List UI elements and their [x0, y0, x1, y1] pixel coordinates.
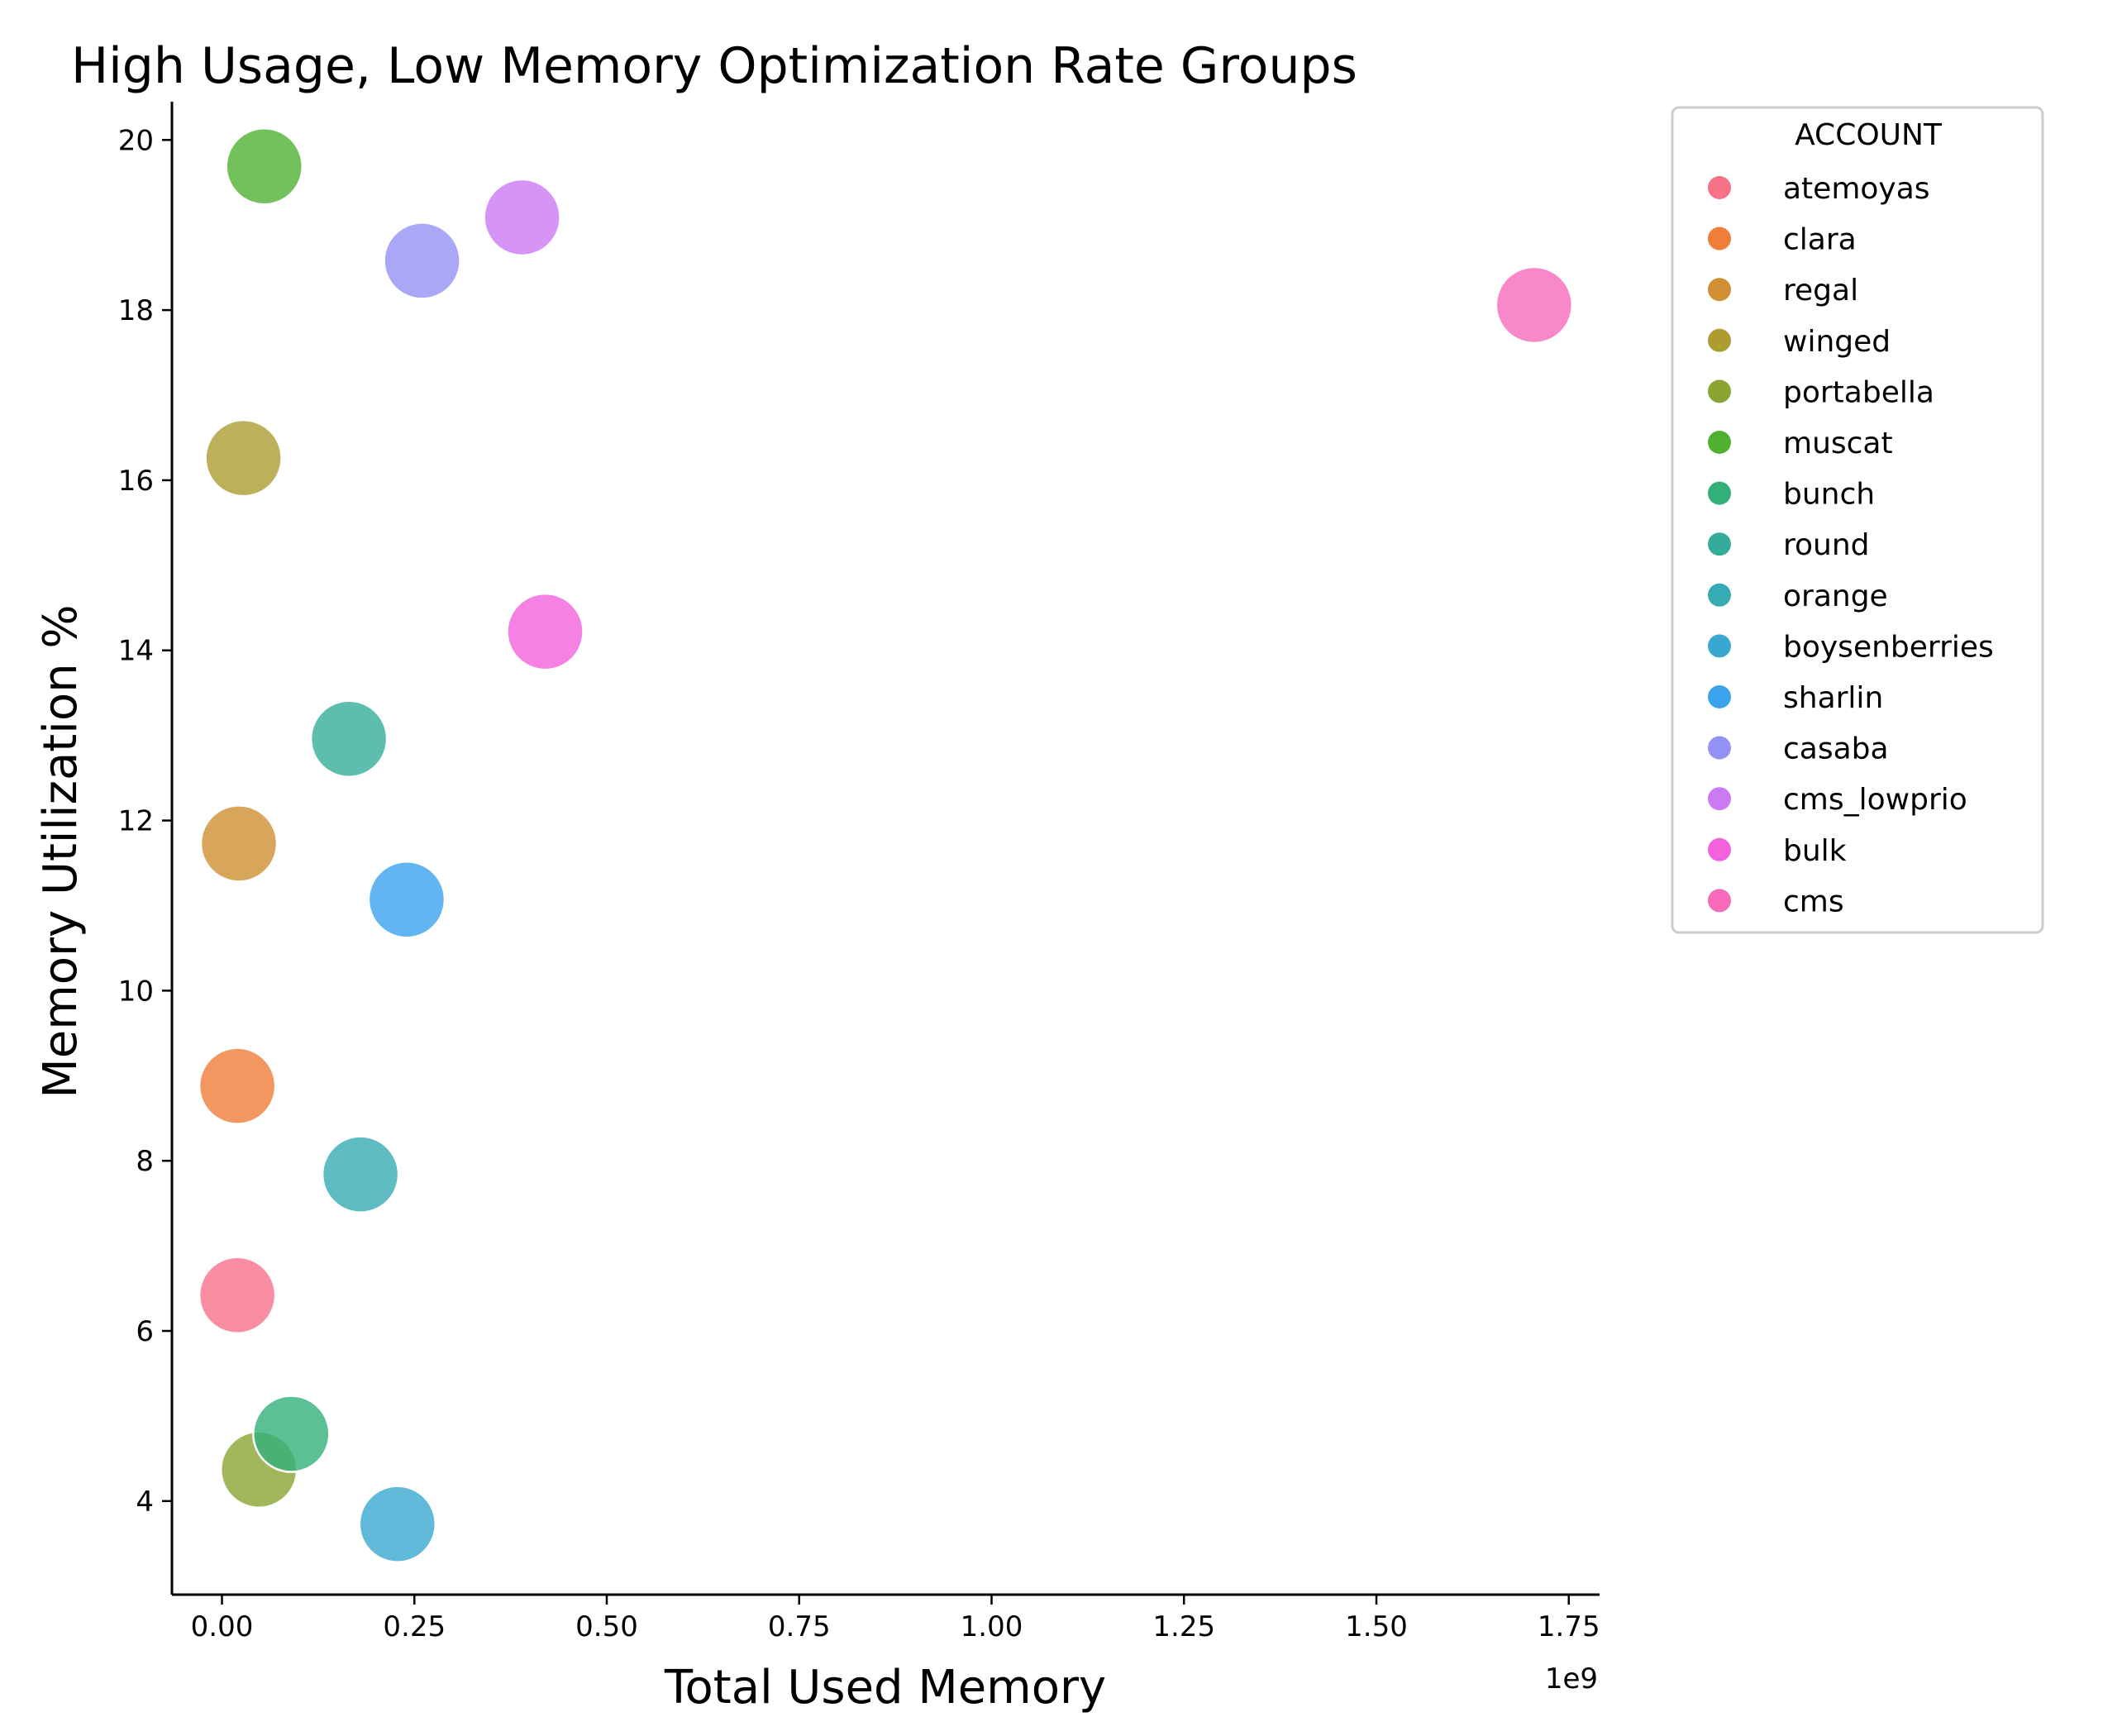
data-point-cms	[1495, 265, 1574, 345]
legend-label-muscat: muscat	[1783, 427, 1893, 460]
legend-marker-bunch	[1708, 481, 1731, 505]
x-tick-label: 0.25	[383, 1610, 446, 1643]
x-tick-label: 0.50	[575, 1610, 638, 1643]
legend-label-casaba: casaba	[1783, 732, 1889, 766]
legend-marker-cms_lowprio	[1708, 787, 1731, 811]
plot-area	[198, 126, 1574, 1563]
x-tick-label: 0.00	[191, 1610, 254, 1643]
legend-marker-atemoyas	[1708, 176, 1731, 199]
data-point-sharlin	[367, 861, 446, 939]
chart-title: High Usage, Low Memory Optimization Rate…	[71, 37, 1357, 95]
legend-label-orange: orange	[1783, 579, 1888, 613]
legend-marker-round	[1708, 532, 1731, 556]
legend-marker-cms	[1708, 889, 1731, 913]
y-tick-label: 8	[136, 1145, 154, 1178]
data-point-round	[309, 699, 389, 779]
legend-label-bulk: bulk	[1783, 834, 1847, 868]
legend-marker-sharlin	[1708, 685, 1731, 708]
data-point-orange	[321, 1135, 400, 1214]
legend-marker-muscat	[1708, 431, 1731, 454]
y-tick-label: 18	[118, 294, 154, 327]
y-tick-label: 14	[118, 635, 154, 668]
legend-marker-regal	[1708, 278, 1731, 302]
data-point-muscat	[225, 126, 303, 206]
legend-marker-casaba	[1708, 736, 1731, 760]
legend-marker-clara	[1708, 227, 1731, 250]
legend-label-cms_lowprio: cms_lowprio	[1783, 783, 1967, 817]
legend-label-winged: winged	[1783, 325, 1891, 359]
x-tick-label: 1.75	[1538, 1610, 1600, 1643]
x-axis-label: Total Used Memory	[664, 1661, 1106, 1715]
data-point-bulk	[506, 592, 584, 671]
legend-items: atemoyas clara regal winged portabella muscat…	[1708, 172, 1994, 918]
legend-frame	[1671, 106, 2044, 934]
y-tick-label: 10	[118, 975, 154, 1008]
legend-label-bunch: bunch	[1783, 478, 1875, 512]
y-tick-label: 4	[136, 1486, 154, 1519]
data-point-boysenberries	[358, 1485, 437, 1563]
data-point-bunch	[252, 1395, 331, 1473]
legend-title: ACCOUNT	[1795, 118, 1943, 152]
data-point-cms_lowprio	[483, 178, 561, 257]
data-point-atemoyas	[198, 1256, 277, 1335]
y-axis-label: Memory Utilization %	[34, 604, 88, 1098]
legend-marker-bulk	[1708, 837, 1731, 861]
legend-label-sharlin: sharlin	[1783, 681, 1883, 715]
data-point-casaba	[383, 222, 461, 300]
x-tick-label: 0.75	[768, 1610, 831, 1643]
data-point-clara	[198, 1047, 277, 1125]
legend: ACCOUNT atemoyas clara regal winged portabel…	[1671, 106, 2044, 934]
x-tick-label: 1.25	[1152, 1610, 1215, 1643]
data-point-regal	[199, 804, 279, 883]
x-axis-offset-label: 1e9	[1545, 1662, 1598, 1695]
y-tick-label: 6	[136, 1315, 154, 1348]
legend-label-regal: regal	[1783, 274, 1858, 308]
y-tick-label: 12	[118, 805, 154, 838]
legend-label-portabella: portabella	[1783, 375, 1934, 409]
legend-marker-winged	[1708, 328, 1731, 352]
legend-label-clara: clara	[1783, 223, 1857, 257]
y-tick-label: 16	[118, 465, 154, 498]
legend-label-round: round	[1783, 528, 1870, 562]
legend-label-cms: cms	[1783, 885, 1844, 918]
x-axis-ticks: 0.00 0.25 0.50 0.75 1.00 1.25 1.50 1.75	[191, 1595, 1600, 1643]
data-point-winged	[204, 418, 283, 498]
y-tick-label: 20	[118, 124, 154, 157]
x-tick-label: 1.50	[1345, 1610, 1408, 1643]
legend-label-boysenberries: boysenberries	[1783, 630, 1994, 664]
legend-label-atemoyas: atemoyas	[1783, 172, 1930, 206]
x-tick-label: 1.00	[961, 1610, 1023, 1643]
y-axis-ticks: 4 6 8 10 12 14 16 18 20	[118, 124, 172, 1519]
legend-marker-portabella	[1708, 379, 1731, 403]
legend-marker-boysenberries	[1708, 634, 1731, 658]
legend-marker-orange	[1708, 583, 1731, 607]
